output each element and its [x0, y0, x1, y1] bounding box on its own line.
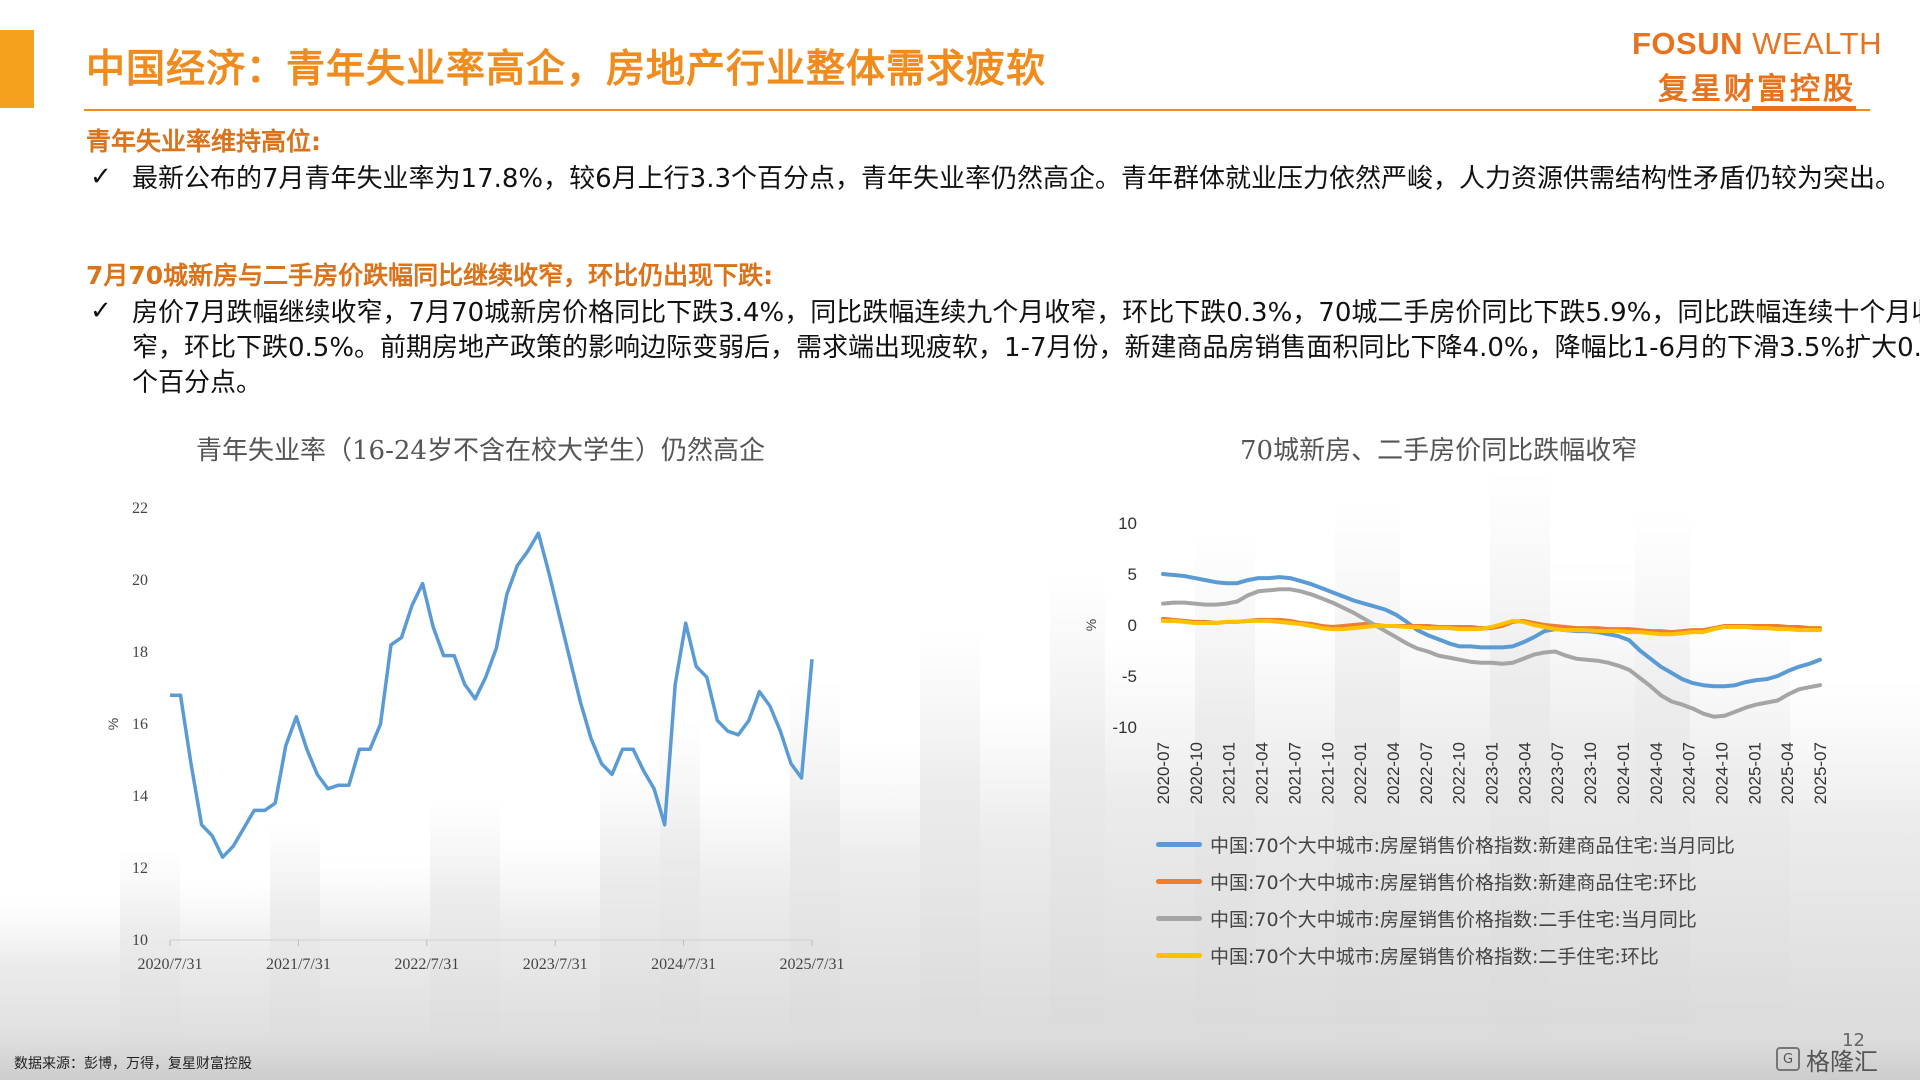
x-tick-label: 2023/7/31 [523, 956, 588, 973]
x-tick-label: 2025-07 [1811, 742, 1830, 804]
x-tick-label: 2024/7/31 [651, 956, 716, 973]
section-housing-prices: 7月70城新房与二手房价跌幅同比继续收窄，环比仍出现下跌: ✓ 房价7月跌幅继续… [86, 256, 1920, 401]
watermark-text: 格隆汇 [1806, 1047, 1878, 1076]
section-youth-unemployment: 青年失业率维持高位: ✓ 最新公布的7月青年失业率为17.8%，较6月上行3.3… [86, 122, 1912, 197]
legend-item-1: 中国:70个大中城市:房屋销售价格指数:新建商品住宅:当月同比 [1156, 826, 1735, 863]
legend-label: 中国:70个大中城市:房屋销售价格指数:新建商品住宅:当月同比 [1210, 835, 1735, 857]
y-axis-label: % [1083, 619, 1099, 631]
section-heading: 青年失业率维持高位: [86, 127, 321, 156]
legend-label: 中国:70个大中城市:房屋销售价格指数:新建商品住宅:环比 [1210, 872, 1697, 894]
bullet-text: 房价7月跌幅继续收窄，7月70城新房价格同比下跌3.4%，同比跌幅连续九个月收窄… [132, 298, 1920, 398]
y-tick-label: 20 [132, 572, 148, 589]
legend-item-4: 中国:70个大中城市:房屋销售价格指数:二手住宅:环比 [1156, 937, 1735, 974]
x-tick-label: 2023-07 [1548, 742, 1567, 804]
x-tick-label: 2024-01 [1614, 742, 1633, 804]
legend-swatch [1156, 842, 1202, 847]
check-icon: ✓ [90, 296, 112, 326]
data-source-note: 数据来源：彭博，万得，复星财富控股 [14, 1056, 252, 1072]
x-tick-label: 2020/7/31 [138, 956, 203, 973]
y-tick-label: 22 [132, 500, 148, 517]
y-tick-label: 10 [132, 932, 148, 949]
housing-series-line-4 [1161, 618, 1822, 637]
logo-en-light: WEALTH [1743, 26, 1882, 61]
y-tick-label: 10 [1118, 514, 1137, 533]
bullet-text: 最新公布的7月青年失业率为17.8%，较6月上行3.3个百分点，青年失业率仍然高… [132, 164, 1902, 194]
legend-label: 中国:70个大中城市:房屋销售价格指数:二手住宅:当月同比 [1210, 909, 1697, 931]
x-tick-label: 2022-10 [1450, 742, 1469, 804]
chart-title-unemployment: 青年失业率（16-24岁不含在校大学生）仍然高企 [196, 436, 765, 466]
y-tick-label: 0 [1128, 616, 1137, 635]
logo-cn: 复星财富控股 [1658, 72, 1856, 107]
x-tick-label: 2022-04 [1384, 742, 1403, 804]
x-tick-label: 2020-10 [1187, 742, 1206, 804]
gelonghui-watermark: G 格隆汇 [1776, 1042, 1916, 1076]
bullet-item: ✓ 房价7月跌幅继续收窄，7月70城新房价格同比下跌3.4%，同比跌幅连续九个月… [86, 296, 1920, 401]
section-heading: 7月70城新房与二手房价跌幅同比继续收窄，环比仍出现下跌: [86, 261, 774, 290]
y-tick-label: 12 [132, 860, 148, 877]
legend-swatch [1156, 879, 1202, 884]
x-tick-label: 2021-10 [1318, 742, 1337, 804]
title-accent-bar [0, 30, 34, 108]
legend-swatch [1156, 953, 1202, 958]
legend-item-3: 中国:70个大中城市:房屋销售价格指数:二手住宅:当月同比 [1156, 900, 1735, 937]
gelonghui-logo-icon: G [1776, 1047, 1800, 1071]
fosun-wealth-logo: FOSUN WEALTH 复星财富控股 [1632, 26, 1882, 108]
x-tick-label: 2021/7/31 [266, 956, 331, 973]
housing-series-line-3 [1161, 587, 1822, 719]
page-title: 中国经济：青年失业率高企，房地产行业整体需求疲软 [86, 47, 1047, 92]
header-divider [84, 109, 1870, 111]
y-tick-label: -10 [1112, 718, 1137, 737]
logo-en-bold: FOSUN [1632, 26, 1743, 61]
x-tick-label: 2024-04 [1647, 742, 1666, 804]
x-tick-label: 2022-07 [1417, 742, 1436, 804]
x-tick-label: 2021-07 [1285, 742, 1304, 804]
check-icon: ✓ [90, 162, 112, 192]
y-tick-label: 18 [132, 644, 148, 661]
legend-item-2: 中国:70个大中城市:房屋销售价格指数:新建商品住宅:环比 [1156, 863, 1735, 900]
y-axis-label: % [105, 718, 121, 730]
y-tick-label: -5 [1122, 667, 1137, 686]
x-tick-label: 2025/7/31 [780, 956, 845, 973]
y-tick-label: 14 [132, 788, 148, 805]
x-tick-label: 2023-10 [1581, 742, 1600, 804]
x-tick-label: 2025-04 [1778, 742, 1797, 804]
page-number: 12 [1842, 1030, 1865, 1051]
x-tick-label: 2024-10 [1712, 742, 1731, 804]
legend-swatch [1156, 916, 1202, 921]
x-tick-label: 2022-01 [1351, 742, 1370, 804]
y-tick-label: 16 [132, 716, 148, 733]
x-tick-label: 2024-07 [1680, 742, 1699, 804]
logo-underline [1752, 106, 1856, 111]
skyline-background [0, 470, 1920, 1080]
chart-title-housing: 70城新房、二手房价同比跌幅收窄 [1240, 436, 1638, 466]
housing-series-line-1 [1161, 572, 1822, 689]
x-tick-label: 2022/7/31 [394, 956, 459, 973]
bullet-item: ✓ 最新公布的7月青年失业率为17.8%，较6月上行3.3个百分点，青年失业率仍… [86, 162, 1912, 197]
y-tick-label: 5 [1128, 565, 1137, 584]
x-tick-label: 2021-04 [1253, 742, 1272, 804]
unemployment-series-line [170, 531, 814, 859]
legend-label: 中国:70个大中城市:房屋销售价格指数:二手住宅:环比 [1210, 946, 1659, 968]
housing-chart-legend: 中国:70个大中城市:房屋销售价格指数:新建商品住宅:当月同比 中国:70个大中城… [1156, 826, 1735, 974]
x-tick-label: 2023-01 [1483, 742, 1502, 804]
x-tick-label: 2021-01 [1220, 742, 1239, 804]
x-tick-label: 2025-01 [1745, 742, 1764, 804]
x-tick-label: 2020-07 [1154, 742, 1173, 804]
x-tick-label: 2023-04 [1515, 742, 1534, 804]
